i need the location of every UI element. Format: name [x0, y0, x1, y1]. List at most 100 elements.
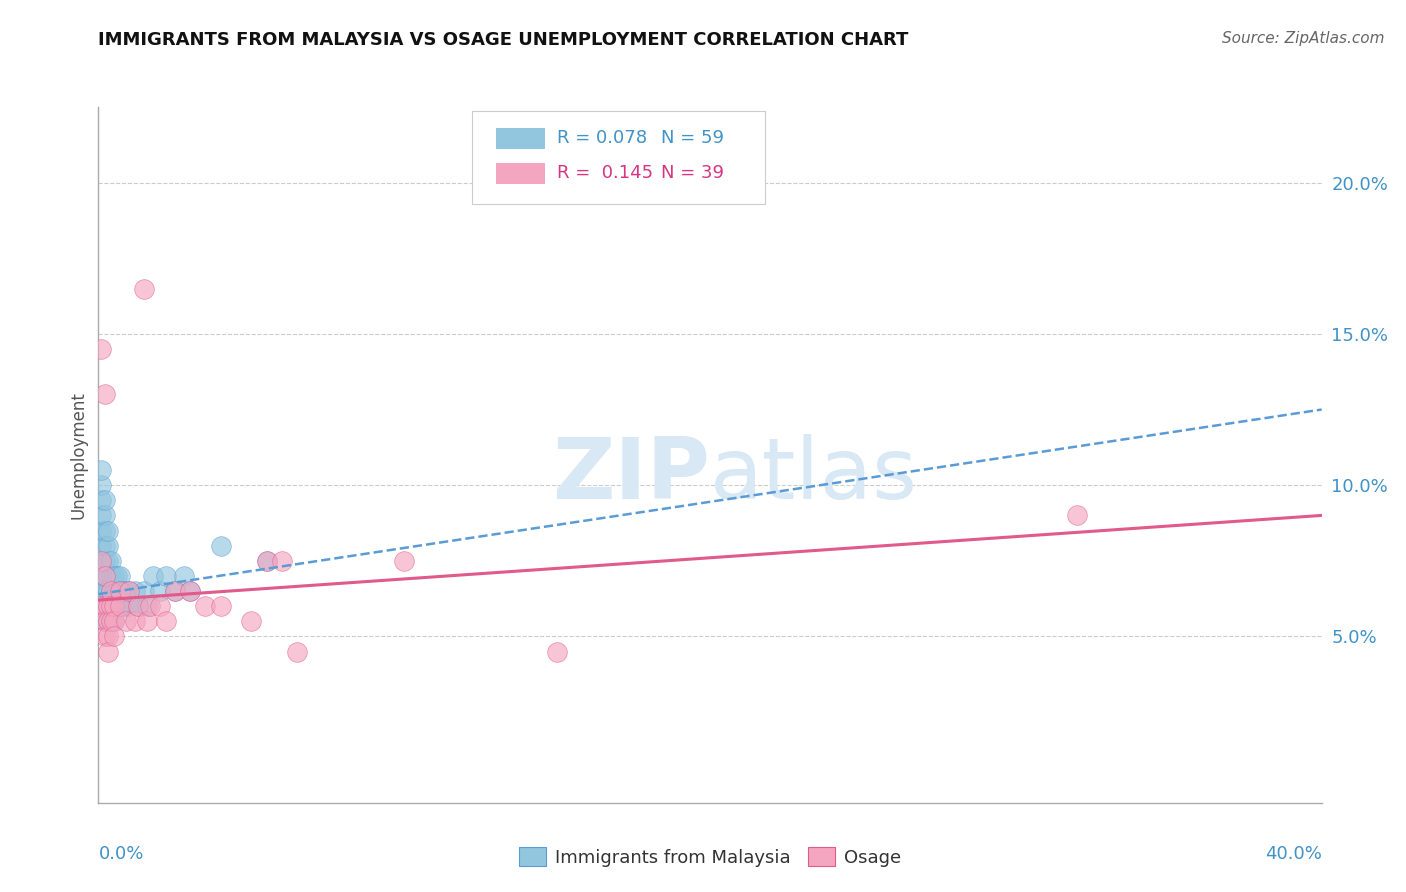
- Point: [93, 629, 115, 643]
- Point: [139, 599, 162, 614]
- Point: [108, 569, 131, 583]
- Point: [392, 554, 416, 568]
- Text: 40.0%: 40.0%: [1265, 845, 1322, 863]
- Point: [103, 615, 125, 629]
- Point: [100, 584, 122, 599]
- Point: [115, 584, 138, 599]
- Point: [93, 554, 115, 568]
- Point: [270, 554, 292, 568]
- Point: [100, 599, 122, 614]
- Point: [100, 599, 122, 614]
- Text: N = 59: N = 59: [661, 129, 724, 147]
- Point: [93, 569, 115, 583]
- Point: [97, 644, 120, 658]
- FancyBboxPatch shape: [496, 162, 546, 184]
- Point: [100, 584, 122, 599]
- Point: [93, 584, 115, 599]
- Point: [134, 281, 156, 295]
- Point: [90, 554, 112, 568]
- Point: [209, 539, 232, 553]
- Point: [93, 599, 115, 614]
- Text: 0.0%: 0.0%: [98, 845, 143, 863]
- Point: [142, 569, 165, 583]
- Point: [108, 599, 131, 614]
- Point: [93, 508, 115, 523]
- Point: [209, 599, 232, 614]
- Point: [118, 584, 141, 599]
- Point: [97, 599, 120, 614]
- Point: [97, 554, 120, 568]
- Point: [90, 524, 112, 538]
- Point: [136, 599, 159, 614]
- Text: atlas: atlas: [710, 434, 918, 517]
- Text: R =  0.145: R = 0.145: [557, 164, 654, 182]
- Point: [124, 584, 146, 599]
- Point: [285, 644, 308, 658]
- Point: [256, 554, 278, 568]
- Point: [90, 508, 112, 523]
- Text: IMMIGRANTS FROM MALAYSIA VS OSAGE UNEMPLOYMENT CORRELATION CHART: IMMIGRANTS FROM MALAYSIA VS OSAGE UNEMPL…: [98, 31, 908, 49]
- Point: [111, 584, 134, 599]
- Point: [103, 615, 125, 629]
- Point: [97, 615, 120, 629]
- Point: [163, 584, 186, 599]
- Point: [105, 584, 128, 599]
- Text: R = 0.078: R = 0.078: [557, 129, 647, 147]
- Point: [103, 599, 125, 614]
- Point: [546, 644, 568, 658]
- Point: [97, 539, 120, 553]
- Point: [93, 569, 115, 583]
- Point: [90, 599, 112, 614]
- Point: [93, 387, 115, 401]
- FancyBboxPatch shape: [496, 128, 546, 149]
- Point: [155, 569, 177, 583]
- Point: [97, 599, 120, 614]
- Legend: Immigrants from Malaysia, Osage: Immigrants from Malaysia, Osage: [512, 840, 908, 874]
- Point: [108, 584, 131, 599]
- Point: [108, 584, 131, 599]
- Point: [179, 584, 201, 599]
- Point: [256, 554, 278, 568]
- Point: [111, 599, 134, 614]
- Point: [90, 539, 112, 553]
- Point: [100, 554, 122, 568]
- Point: [149, 584, 172, 599]
- Point: [127, 599, 149, 614]
- Point: [97, 569, 120, 583]
- Point: [93, 615, 115, 629]
- Point: [90, 463, 112, 477]
- Point: [1066, 508, 1088, 523]
- Point: [93, 599, 115, 614]
- Point: [127, 599, 149, 614]
- Point: [90, 554, 112, 568]
- Point: [90, 493, 112, 508]
- Y-axis label: Unemployment: Unemployment: [69, 391, 87, 519]
- Text: N = 39: N = 39: [661, 164, 724, 182]
- Point: [105, 599, 128, 614]
- Point: [90, 584, 112, 599]
- Point: [118, 599, 141, 614]
- Point: [136, 615, 159, 629]
- Point: [124, 615, 146, 629]
- Point: [100, 615, 122, 629]
- Point: [179, 584, 201, 599]
- Point: [173, 569, 195, 583]
- Point: [90, 599, 112, 614]
- Point: [103, 599, 125, 614]
- Point: [90, 569, 112, 583]
- Point: [90, 342, 112, 356]
- Point: [97, 629, 120, 643]
- Text: ZIP: ZIP: [553, 434, 710, 517]
- Point: [93, 539, 115, 553]
- Point: [97, 584, 120, 599]
- Point: [155, 615, 177, 629]
- Point: [90, 478, 112, 492]
- Point: [108, 599, 131, 614]
- Point: [93, 615, 115, 629]
- FancyBboxPatch shape: [471, 111, 765, 204]
- Point: [115, 615, 138, 629]
- Point: [93, 524, 115, 538]
- Point: [118, 584, 141, 599]
- Point: [163, 584, 186, 599]
- Point: [103, 584, 125, 599]
